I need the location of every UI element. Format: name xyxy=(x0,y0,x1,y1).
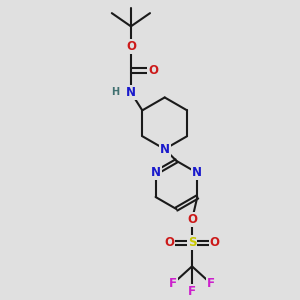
Text: N: N xyxy=(126,86,136,99)
Text: O: O xyxy=(164,236,174,249)
Text: N: N xyxy=(160,142,170,156)
Text: F: F xyxy=(188,285,196,298)
Text: S: S xyxy=(188,236,196,249)
Text: O: O xyxy=(187,213,197,226)
Text: F: F xyxy=(169,278,177,290)
Text: O: O xyxy=(126,40,136,53)
Text: O: O xyxy=(148,64,158,77)
Text: O: O xyxy=(210,236,220,249)
Text: N: N xyxy=(151,167,160,179)
Text: H: H xyxy=(112,87,120,98)
Text: N: N xyxy=(192,167,202,179)
Text: F: F xyxy=(207,278,215,290)
